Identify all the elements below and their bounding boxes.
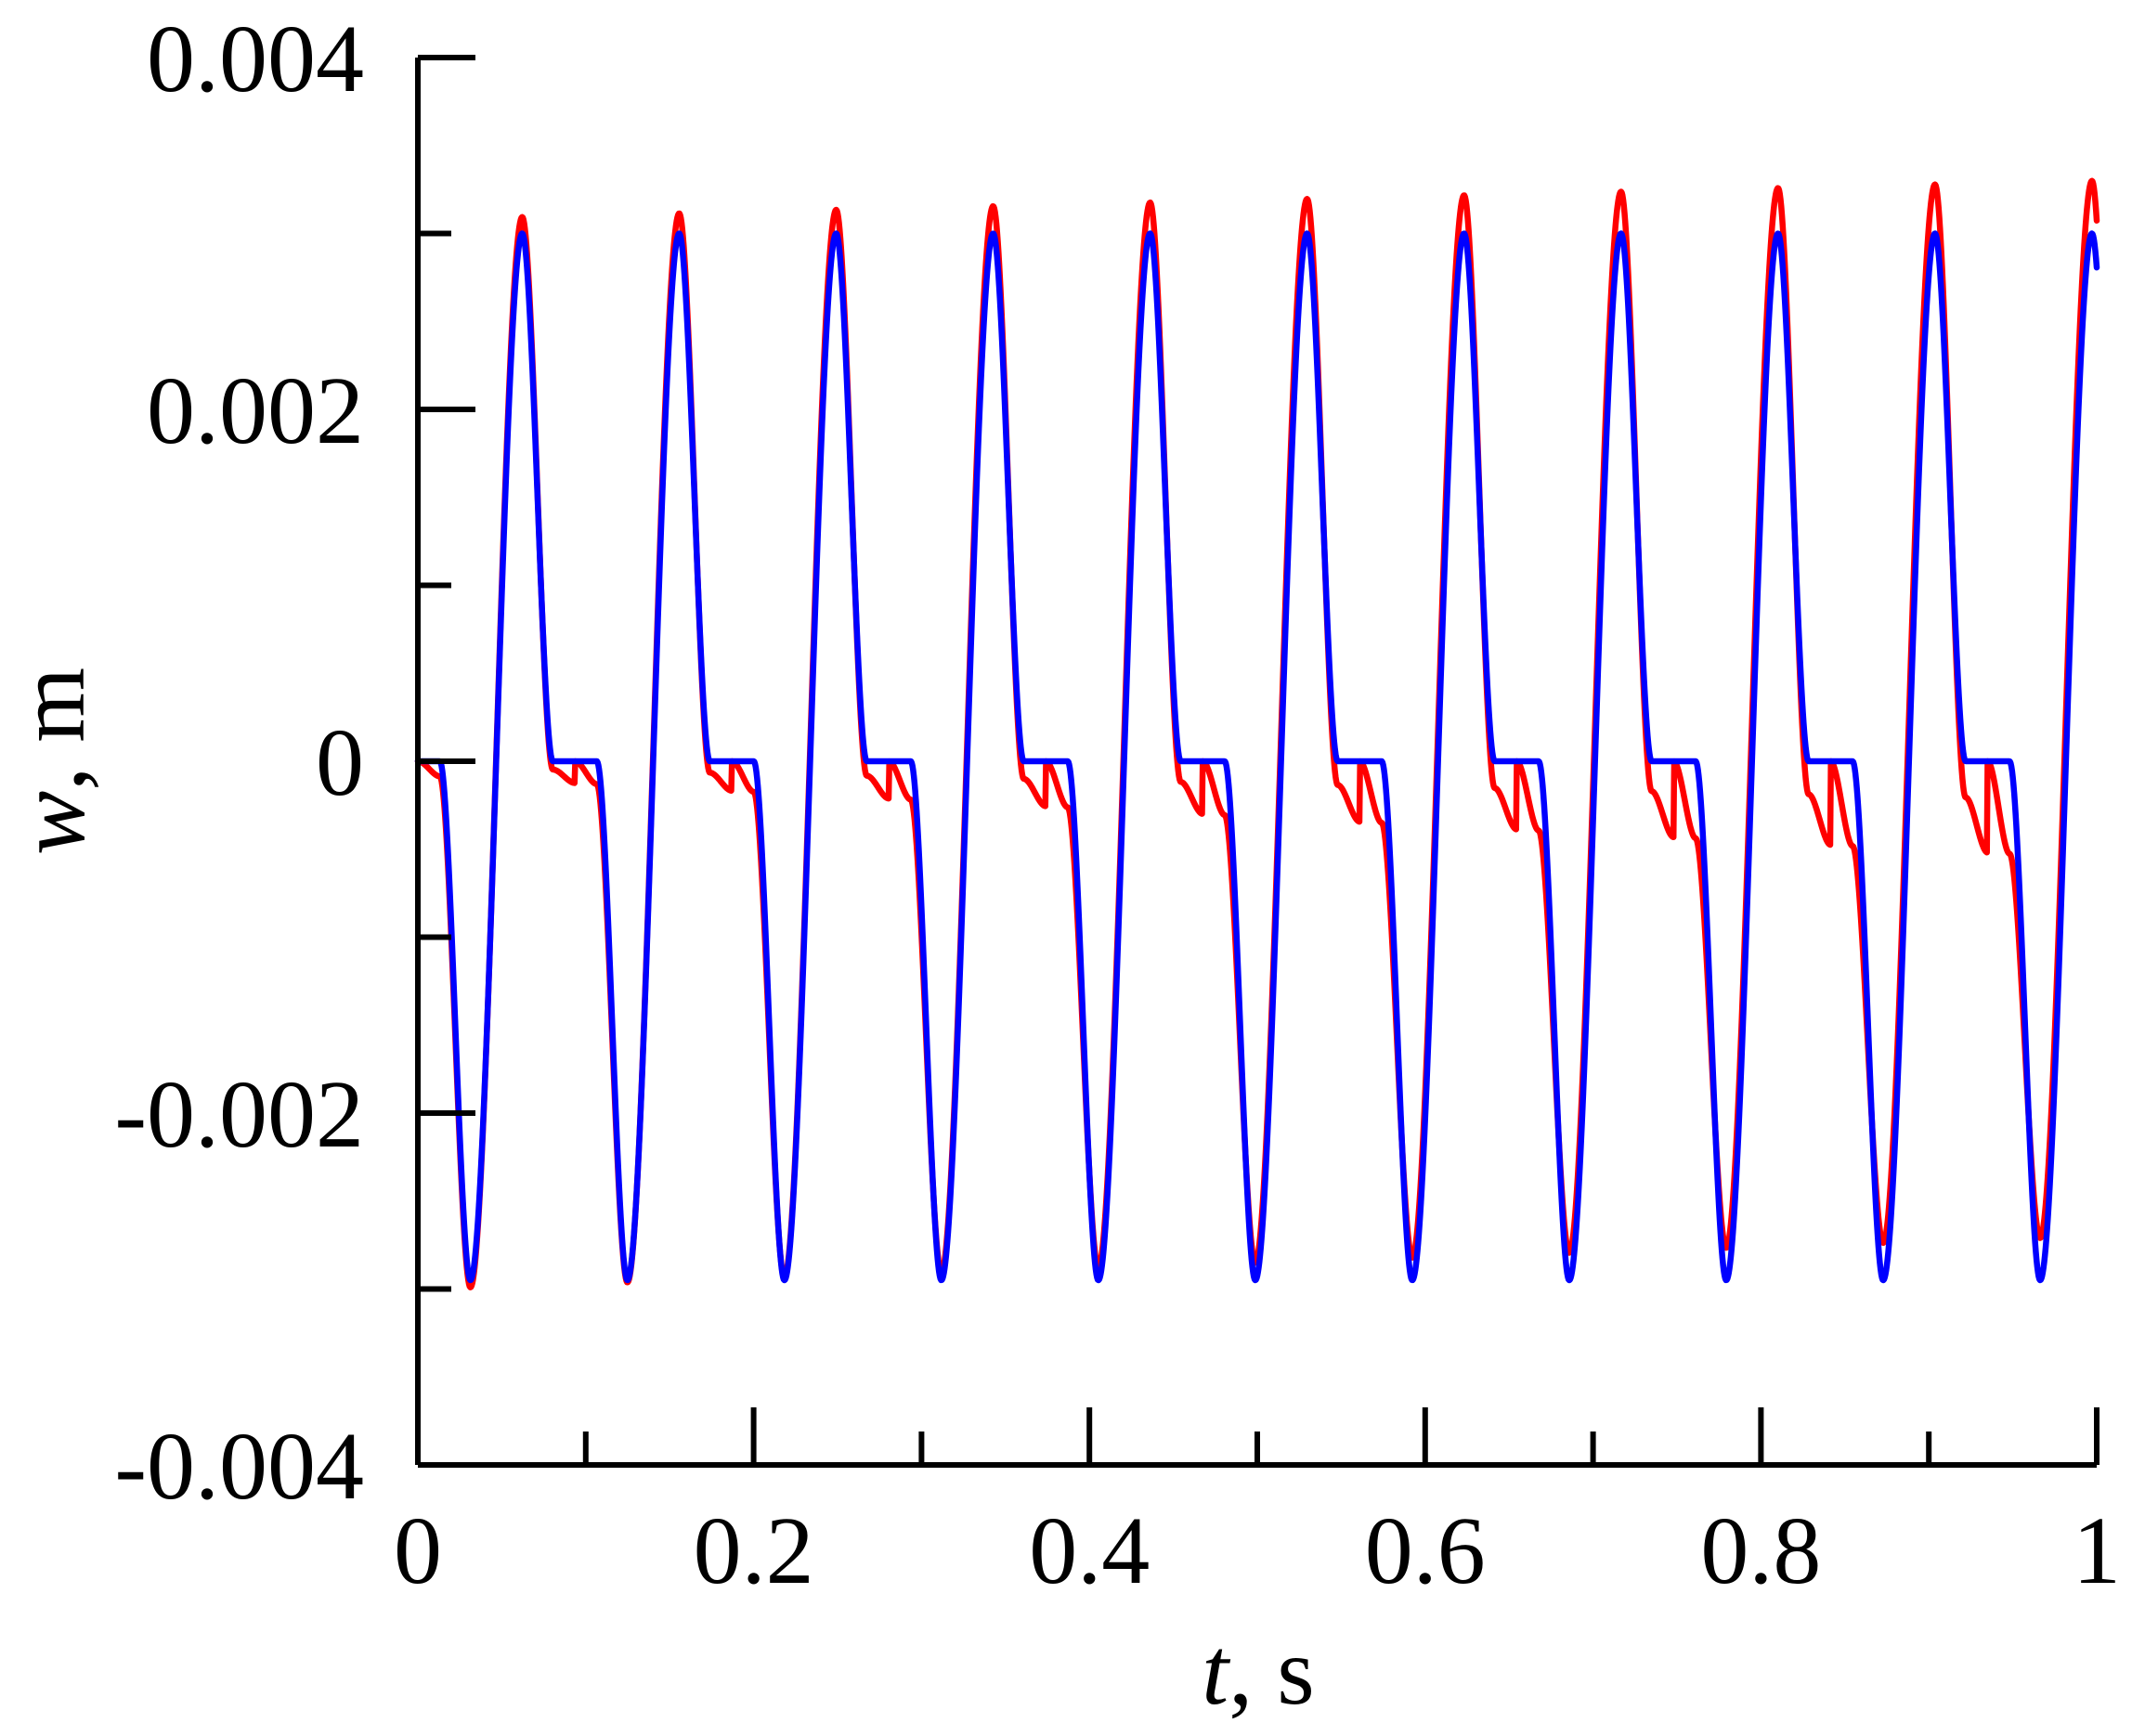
x-tick-label: 0	[394, 1497, 442, 1604]
x-axis-label: t, s	[1202, 1618, 1314, 1725]
y-axis-label: w, m	[0, 667, 105, 855]
ticks-layer	[415, 55, 2100, 1468]
x-tick-label: 0.4	[1029, 1497, 1150, 1604]
series-layer	[414, 177, 2100, 1290]
x-tick-label: 1	[2073, 1497, 2121, 1604]
y-tick-label: -0.002	[114, 1061, 364, 1168]
y-tick-label: 0.004	[147, 6, 364, 112]
y-tick-label: -0.004	[114, 1413, 364, 1520]
tick-labels-layer: -0.004 -0.002 0 0.002 0.004 0 0.2 0.4 0.6 0.8 1	[114, 6, 2121, 1604]
x-tick-label: 0.8	[1700, 1497, 1821, 1604]
x-tick-label: 0.6	[1365, 1497, 1486, 1604]
plot-area: -0.004 -0.002 0 0.002 0.004 0 0.2 0.4 0.6 0.8 1	[114, 6, 2121, 1604]
y-tick-label: 0	[316, 709, 364, 816]
series-line-2	[414, 230, 2100, 1284]
y-tick-label: 0.002	[147, 357, 364, 464]
x-tick-label: 0.2	[694, 1497, 814, 1604]
